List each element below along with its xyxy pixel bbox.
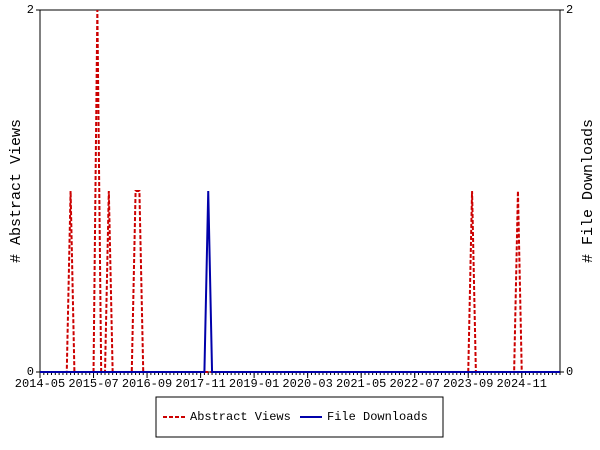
plot-frame (39, 9, 561, 373)
y2-tick-label: 2 (566, 3, 573, 17)
y-tick-label: 2 (27, 3, 34, 17)
x-tick-label: 2024-11 (497, 377, 547, 391)
x-tick-label: 2021-05 (336, 377, 386, 391)
x-tick-label: 2016-09 (122, 377, 172, 391)
y-axis-title: # Abstract Views (8, 119, 25, 263)
legend-label: File Downloads (327, 410, 428, 424)
series-line (40, 190, 560, 373)
x-tick-label: 2020-03 (282, 377, 332, 391)
legend-box (155, 396, 444, 438)
x-tick-label: 2022-07 (389, 377, 439, 391)
y-tick-label: 0 (27, 365, 34, 379)
y2-tick-label: 0 (566, 365, 573, 379)
series-line (40, 9, 560, 373)
x-tick-label: 2017-11 (175, 377, 225, 391)
legend-label: Abstract Views (190, 410, 291, 424)
y2-axis-title: # File Downloads (580, 119, 597, 263)
x-tick-label: 2019-01 (229, 377, 279, 391)
x-tick-label: 2023-09 (443, 377, 493, 391)
x-tick-label: 2015-07 (68, 377, 118, 391)
x-tick-label: 2014-05 (15, 377, 65, 391)
